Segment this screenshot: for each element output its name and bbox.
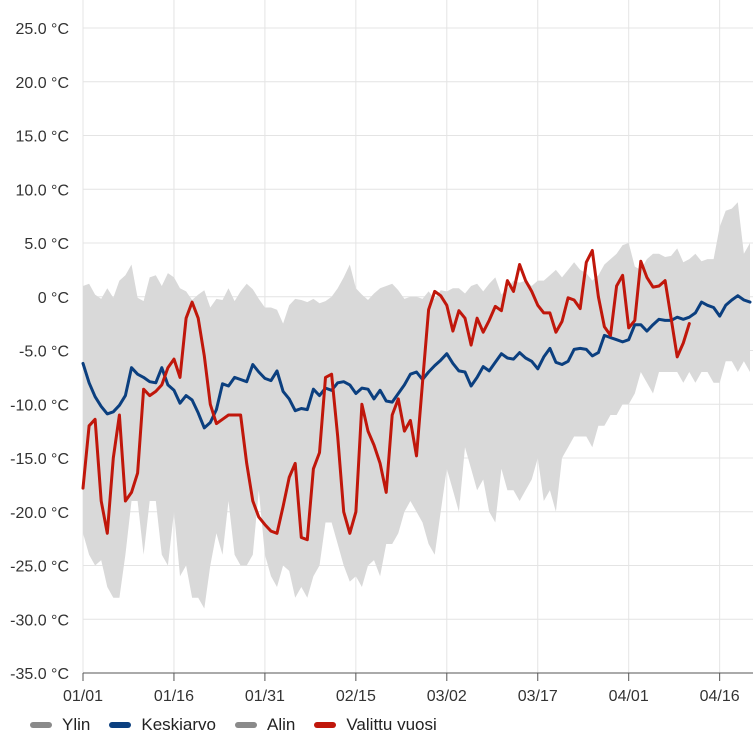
y-tick-label: -35.0 °C (10, 666, 69, 683)
legend-label-ylin: Ylin (62, 715, 91, 734)
y-tick-label: 25.0 °C (15, 21, 69, 38)
legend-swatch-ylin (30, 722, 52, 728)
series-line-keskiarvo (81, 294, 752, 430)
y-tick-label: -25.0 °C (10, 559, 69, 576)
y-tick-label: -5.0 °C (19, 344, 69, 361)
y-tick-label: 10.0 °C (15, 182, 69, 199)
legend-label-alin: Alin (267, 715, 296, 734)
x-tick-label: 04/16 (700, 688, 740, 705)
legend-item-alin[interactable]: Alin (235, 715, 295, 735)
y-tick-label: 0 °C (38, 290, 69, 307)
series-line-valittu-vuosi (81, 249, 691, 542)
x-tick-label: 02/15 (336, 688, 376, 705)
x-tick-label: 01/31 (245, 688, 285, 705)
x-tick-label: 03/02 (427, 688, 467, 705)
legend-item-ylin[interactable]: Ylin (30, 715, 90, 735)
legend-swatch-keskiarvo (109, 722, 132, 728)
y-tick-label: -30.0 °C (10, 612, 69, 629)
y-tick-label: 5.0 °C (24, 236, 69, 253)
y-tick-label: -20.0 °C (10, 505, 69, 522)
y-tick-label: -10.0 °C (10, 397, 69, 414)
legend-swatch-valittu-vuosi (314, 722, 337, 728)
chart-legend: Ylin Keskiarvo Alin Valittu vuosi (30, 715, 456, 735)
legend-label-keskiarvo: Keskiarvo (141, 715, 216, 734)
y-axis-tick-labels: 25.0 °C 20.0 °C 15.0 °C 10.0 °C 5.0 °C 0 °C -5… (10, 21, 69, 683)
legend-label-valittu-vuosi: Valittu vuosi (346, 715, 437, 734)
legend-swatch-alin (235, 722, 257, 728)
x-axis-tick-labels: 01/01 01/16 01/31 02/15 03/02 03/17 04/01 04/16 (63, 688, 740, 705)
temperature-chart: 25.0 °C 20.0 °C 15.0 °C 10.0 °C 5.0 °C 0 °C -5… (10, 0, 753, 705)
x-tick-label: 03/17 (518, 688, 558, 705)
legend-item-valittu-vuosi[interactable]: Valittu vuosi (314, 715, 437, 735)
x-tick-label: 01/01 (63, 688, 103, 705)
x-tick-label: 01/16 (154, 688, 194, 705)
y-tick-label: 15.0 °C (15, 129, 69, 146)
range-band-ylin-alin (83, 202, 750, 609)
x-tick-label: 04/01 (609, 688, 649, 705)
y-tick-label: -15.0 °C (10, 451, 69, 468)
y-tick-label: 20.0 °C (15, 75, 69, 92)
legend-item-keskiarvo[interactable]: Keskiarvo (109, 715, 216, 735)
